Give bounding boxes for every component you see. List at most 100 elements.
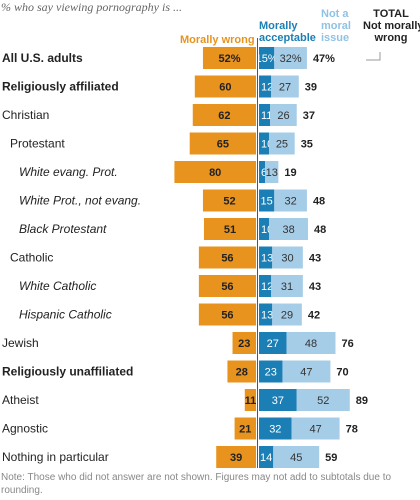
- bar-not-moral-issue: [271, 75, 299, 98]
- value-label-not-moral-issue: 45: [290, 452, 302, 464]
- value-label-total: 37: [303, 110, 315, 122]
- bar-morally-wrong: [198, 246, 256, 269]
- value-label-not-moral-issue: 26: [277, 110, 289, 122]
- value-label-morally-acceptable: 15: [261, 196, 273, 208]
- bar-morally-wrong: [203, 218, 256, 240]
- value-label-morally-wrong: 52%: [218, 53, 240, 65]
- total-leader-line: [366, 52, 381, 61]
- value-label-not-moral-issue: 31: [281, 281, 293, 293]
- bar-not-moral-issue: [274, 189, 307, 212]
- row-label: Catholic: [10, 251, 53, 265]
- header-morally-wrong-line: Morally wrong: [180, 34, 255, 46]
- value-label-not-moral-issue: 32: [284, 196, 296, 208]
- value-label-total: 42: [308, 310, 320, 322]
- row-label: White evang. Prot.: [19, 165, 118, 179]
- row-label: Agnostic: [2, 422, 48, 436]
- value-label-total: 78: [346, 424, 358, 436]
- bar-morally-wrong: [234, 417, 256, 440]
- row-label: Protestant: [10, 137, 65, 151]
- value-label-total: 89: [356, 395, 368, 407]
- bar-not-moral-issue: [296, 389, 350, 411]
- value-label-morally-acceptable: 12: [261, 82, 273, 94]
- bar-not-moral-issue: [272, 246, 303, 269]
- bar-morally-wrong: [232, 332, 256, 354]
- value-label-morally-wrong: 21: [239, 424, 251, 436]
- bar-morally-wrong: [202, 189, 256, 212]
- bar-morally-acceptable: [259, 246, 273, 269]
- header-morally-acceptable: Morally acceptable: [259, 20, 316, 44]
- bar-not-moral-issue: [286, 332, 336, 354]
- header-not-moral-issue: Not a moral issue: [321, 8, 351, 44]
- bar-morally-acceptable: [259, 360, 283, 383]
- row-label: All U.S. adults: [2, 51, 83, 65]
- bar-not-moral-issue: [269, 132, 295, 155]
- value-label-morally-wrong: 62: [218, 110, 230, 122]
- value-label-morally-wrong: 56: [221, 253, 233, 265]
- value-label-morally-wrong: 56: [221, 310, 233, 322]
- value-label-morally-wrong: 80: [209, 167, 221, 179]
- chart-subtitle: % who say viewing pornography is ...: [1, 0, 182, 14]
- bar-morally-acceptable: [259, 446, 274, 468]
- value-label-morally-wrong: 65: [217, 139, 229, 151]
- value-label-total: 59: [325, 452, 337, 464]
- bar-morally-wrong: [202, 47, 256, 69]
- row-label: Atheist: [2, 393, 39, 407]
- value-label-not-moral-issue: 38: [282, 224, 294, 236]
- value-label-morally-acceptable: 11: [261, 110, 272, 122]
- value-label-morally-acceptable: 23: [265, 367, 277, 379]
- value-label-total: 76: [342, 338, 354, 350]
- header-total-line1: TOTAL: [373, 8, 409, 20]
- chart-note: Note: Those who did not answer are not s…: [1, 472, 392, 496]
- bar-not-moral-issue: [271, 275, 303, 297]
- bar-morally-wrong: [198, 303, 256, 326]
- value-label-morally-acceptable: 27: [267, 338, 279, 350]
- bar-not-moral-issue: [273, 446, 320, 468]
- value-label-morally-acceptable: 6: [261, 167, 267, 179]
- value-label-morally-wrong: 11: [245, 395, 257, 407]
- value-label-morally-wrong: 56: [221, 281, 233, 293]
- bar-not-moral-issue: [282, 360, 331, 383]
- bar-morally-wrong: [194, 75, 256, 98]
- row-label: White Prot., not evang.: [19, 194, 141, 208]
- value-label-not-moral-issue: 47: [300, 367, 312, 379]
- bar-morally-acceptable: [259, 104, 271, 126]
- row-label: Black Protestant: [19, 222, 107, 236]
- header-not-moral-issue-line3: issue: [321, 32, 350, 44]
- row-label: Christian: [2, 108, 49, 122]
- value-label-morally-acceptable: 32: [269, 424, 281, 436]
- value-label-morally-wrong: 39: [230, 452, 242, 464]
- bar-morally-acceptable: [259, 75, 272, 98]
- value-label-total: 43: [309, 253, 321, 265]
- header-total-line3: wrong: [374, 32, 408, 44]
- value-label-total: 47%: [313, 53, 335, 65]
- value-label-morally-acceptable: 14: [260, 452, 272, 464]
- value-label-total: 48: [313, 196, 325, 208]
- bar-not-moral-issue: [291, 417, 340, 440]
- header-not-moral-issue-line2: moral: [321, 20, 351, 32]
- value-label-total: 39: [305, 82, 317, 94]
- row-label: Religiously unaffiliated: [2, 365, 133, 379]
- value-label-morally-wrong: 60: [219, 82, 231, 94]
- value-label-morally-acceptable: 12: [261, 281, 273, 293]
- value-label-morally-acceptable: 37: [272, 395, 284, 407]
- header-total-line2: Not morally: [363, 20, 420, 32]
- bar-morally-acceptable: [259, 132, 270, 155]
- bar-morally-wrong: [227, 360, 256, 383]
- bar-not-moral-issue: [265, 161, 279, 183]
- value-label-total: 48: [314, 224, 326, 236]
- header-morally-acceptable-line2: acceptable: [259, 32, 316, 44]
- bar-not-moral-issue: [269, 218, 308, 240]
- bar-morally-acceptable: [259, 303, 273, 326]
- bar-morally-acceptable: [259, 218, 270, 240]
- value-label-morally-wrong: 28: [236, 367, 248, 379]
- header-not-moral-issue-line1: Not a: [321, 8, 349, 20]
- value-label-morally-acceptable: 13: [261, 253, 273, 265]
- row-label: Hispanic Catholic: [19, 308, 112, 322]
- bar-morally-acceptable: [259, 47, 275, 69]
- header-total-not-wrong: TOTAL Not morally wrong: [363, 8, 420, 44]
- bar-morally-acceptable: [259, 332, 287, 354]
- bar-morally-acceptable: [259, 189, 275, 212]
- value-label-morally-acceptable: 13: [261, 310, 273, 322]
- bar-morally-acceptable: [259, 275, 272, 297]
- row-label: Nothing in particular: [2, 450, 109, 464]
